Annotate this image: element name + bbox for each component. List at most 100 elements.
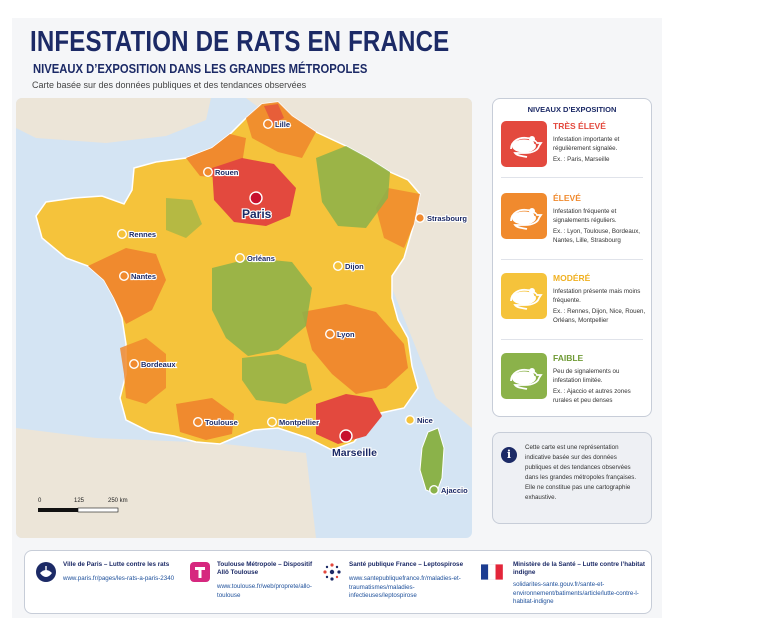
- rat-icon: [501, 121, 547, 167]
- city-label: Lille: [275, 120, 290, 129]
- city-dot: [262, 119, 273, 130]
- city-dot: [249, 191, 263, 205]
- french-flag-icon: [481, 564, 503, 580]
- corsica: [419, 427, 445, 495]
- city-label: Rennes: [129, 230, 156, 239]
- legend-panel: NIVEAUX D’EXPOSITION TRÈS ÉLEVÉ Infestat…: [492, 98, 652, 417]
- city-label: Ajaccio: [441, 486, 468, 495]
- footer-item-name: Santé publique France – Leptospirose: [349, 561, 464, 568]
- info-icon: i: [501, 447, 517, 463]
- city-label: Dijon: [345, 262, 364, 271]
- footer-sources: Ville de Paris – Lutte contre les rats w…: [24, 550, 652, 614]
- zone-eleve-north: [246, 102, 316, 158]
- france-map: Lille Rouen Paris Strasbourg Rennes Orléans Na…: [16, 98, 472, 538]
- page-subtitle: NIVEAUX D’EXPOSITION DANS LES GRANDES MÉ…: [33, 62, 368, 76]
- city-dot: [333, 260, 344, 271]
- legend-level-example: Ex. : Ajaccio et autres zones rurales et…: [553, 388, 631, 404]
- zone-eleve-east: [376, 188, 420, 248]
- page-tagline: Carte basée sur des données publiques et…: [32, 80, 307, 90]
- zone-faible-center: [212, 258, 312, 356]
- city-dot: [116, 228, 127, 239]
- city-label: Nantes: [131, 272, 156, 281]
- city-marker-dijon: Dijon: [333, 260, 365, 272]
- sante-publique-logo-icon: [323, 563, 341, 581]
- zone-faible-east: [316, 146, 390, 228]
- city-marker-lille: Lille: [262, 119, 291, 130]
- neighbor-land: [246, 98, 472, 428]
- footer-link-sante-publique[interactable]: www.santepubliquefrance.fr/maladies-et-t…: [349, 575, 461, 599]
- paris-logo-icon: [36, 562, 56, 582]
- legend-divider: [501, 339, 643, 340]
- footer-item-name: Ville de Paris – Lutte contre les rats: [63, 561, 170, 568]
- zone-tres-eleve-marseille: [316, 394, 382, 444]
- city-label: Paris: [242, 207, 272, 221]
- map-svg: Lille Rouen Paris Strasbourg Rennes Orléans Na…: [16, 98, 472, 538]
- city-marker-orlans: Orléans: [234, 252, 276, 264]
- city-dot: [325, 328, 336, 339]
- legend-level-desc: Infestation fréquente et signalements ré…: [553, 208, 617, 224]
- legend-level-name: ÉLEVÉ: [553, 193, 581, 203]
- city-dot: [339, 429, 353, 443]
- city-marker-ajaccio: Ajaccio: [429, 485, 469, 496]
- city-label: Montpellier: [279, 418, 319, 427]
- city-dot: [405, 415, 416, 426]
- rat-icon: [501, 353, 547, 399]
- info-box: i Cette carte est une représentation ind…: [492, 432, 652, 524]
- city-label: Strasbourg: [427, 214, 467, 223]
- legend-level-example: Ex. : Lyon, Toulouse, Bordeaux, Nantes, …: [553, 228, 641, 244]
- rat-icon: [501, 193, 547, 239]
- legend-level-name: MODÉRÉ: [553, 273, 591, 283]
- city-label: Nice: [417, 416, 433, 425]
- city-dot: [429, 485, 440, 496]
- city-dot: [266, 417, 277, 428]
- zone-eleve-toulouse: [176, 398, 234, 440]
- footer-link-ministere[interactable]: solidarites-sante.gouv.fr/sante-et-envir…: [513, 581, 639, 605]
- city-marker-nantes: Nantes: [118, 271, 157, 282]
- legend-level-desc: Infestation importante et régulièrement …: [553, 136, 620, 152]
- zone-eleve-lyon: [302, 304, 408, 394]
- legend-level-example: Ex. : Paris, Marseille: [553, 156, 610, 163]
- neighbor-land-spain: [16, 428, 316, 538]
- city-label: Orléans: [247, 254, 275, 263]
- legend-heading: NIVEAUX D’EXPOSITION: [527, 105, 617, 114]
- legend-level-example: Ex. : Rennes, Dijon, Nice, Rouen, Orléan…: [553, 308, 646, 324]
- legend-divider: [501, 177, 643, 178]
- city-marker-marseille: Marseille: [331, 429, 378, 460]
- city-marker-rouen: Rouen: [202, 166, 240, 178]
- neighbor-land-uk: [16, 98, 211, 143]
- scale-label-125: 125: [74, 498, 85, 504]
- city-marker-nice: Nice: [405, 415, 434, 426]
- legend-divider: [501, 259, 643, 260]
- city-marker-strasbourg: Strasbourg: [415, 212, 469, 224]
- city-marker-toulouse: Toulouse: [192, 417, 239, 428]
- footer-link-toulouse[interactable]: www.toulouse.fr/web/proprete/allo-toulou…: [217, 583, 312, 599]
- city-dot: [128, 359, 139, 370]
- legend-level-name: FAIBLE: [553, 353, 584, 363]
- city-marker-lyon: Lyon: [325, 328, 356, 340]
- scale-label-250: 250 km: [108, 498, 128, 504]
- city-marker-montpellier: Montpellier: [266, 417, 320, 428]
- city-marker-bordeaux: Bordeaux: [128, 359, 178, 370]
- legend-level-desc: Infestation présente mais moins fréquent…: [553, 288, 641, 304]
- city-dot: [234, 252, 245, 263]
- city-label: Marseille: [332, 447, 377, 459]
- zone-faible-brittany: [166, 198, 202, 238]
- page-title: INFESTATION DE RATS EN FRANCE: [30, 26, 450, 58]
- city-label: Lyon: [337, 330, 355, 339]
- legend-level-desc: Peu de signalements ou infestation limit…: [553, 368, 620, 384]
- city-label: Rouen: [215, 168, 239, 177]
- zone-eleve-bordeaux: [120, 338, 166, 404]
- zone-eleve-west: [88, 248, 166, 324]
- city-label: Bordeaux: [141, 360, 176, 369]
- footer-item-name: Toulouse Métropole – Dispositif Allô Tou…: [217, 561, 313, 576]
- city-marker-rennes: Rennes: [116, 228, 157, 240]
- scale-label-0: 0: [38, 498, 42, 504]
- footer-link-paris[interactable]: www.paris.fr/pages/les-rats-a-paris-2340: [63, 575, 175, 582]
- city-label: Toulouse: [205, 418, 238, 427]
- rat-icon: [501, 273, 547, 319]
- city-dot: [202, 166, 213, 177]
- city-dot: [192, 417, 203, 428]
- zone-faible-south: [242, 354, 312, 404]
- info-text: Cette carte est une représentation indic…: [525, 444, 637, 501]
- city-dot: [415, 212, 426, 223]
